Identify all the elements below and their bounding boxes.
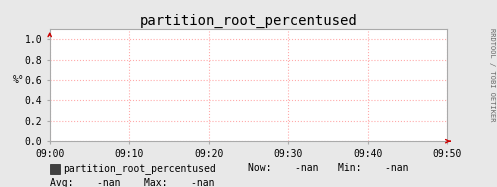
Text: Avg:    -nan    Max:    -nan: Avg: -nan Max: -nan [50, 178, 214, 187]
Text: Min:    -nan: Min: -nan [338, 163, 409, 173]
Text: RRDTOOL / TOBI OETIKER: RRDTOOL / TOBI OETIKER [489, 28, 495, 122]
Text: partition_root_percentused: partition_root_percentused [64, 163, 216, 174]
Y-axis label: %°: %° [13, 75, 25, 85]
Title: partition_root_percentused: partition_root_percentused [140, 14, 357, 28]
Text: Now:    -nan: Now: -nan [248, 163, 319, 173]
